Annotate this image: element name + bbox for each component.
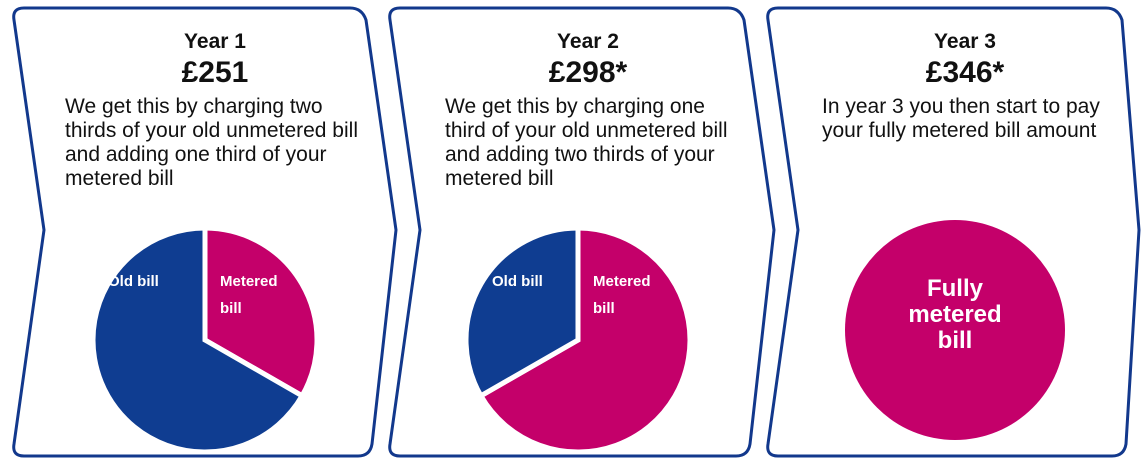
panel-title: Year 1 (184, 30, 246, 53)
panel-amount: £251 (181, 56, 249, 89)
panel-description: In year 3 you then start to pay your ful… (822, 95, 1100, 142)
panel-description: We get this by charging one third of you… (445, 95, 728, 190)
slice-label: Fully metered bill (908, 275, 1002, 354)
slice-label: Old bill (492, 273, 543, 290)
panel-amount: £346* (925, 56, 1005, 89)
panel-title: Year 2 (557, 30, 619, 53)
panel-description: We get this by charging two thirds of yo… (65, 95, 358, 190)
panel (766, 6, 1141, 458)
slice-label: Metered bill (220, 273, 278, 317)
slice-label: Old bill (108, 273, 159, 290)
panel-title: Year 3 (934, 30, 996, 53)
panel (388, 6, 776, 458)
pie-slice (90, 225, 306, 455)
panel-amount: £298* (548, 56, 628, 89)
pie-slice (477, 225, 693, 455)
slice-label: Metered bill (593, 273, 651, 317)
panel (12, 6, 398, 458)
pie-slice (463, 225, 581, 400)
pie-slice (845, 220, 1065, 440)
